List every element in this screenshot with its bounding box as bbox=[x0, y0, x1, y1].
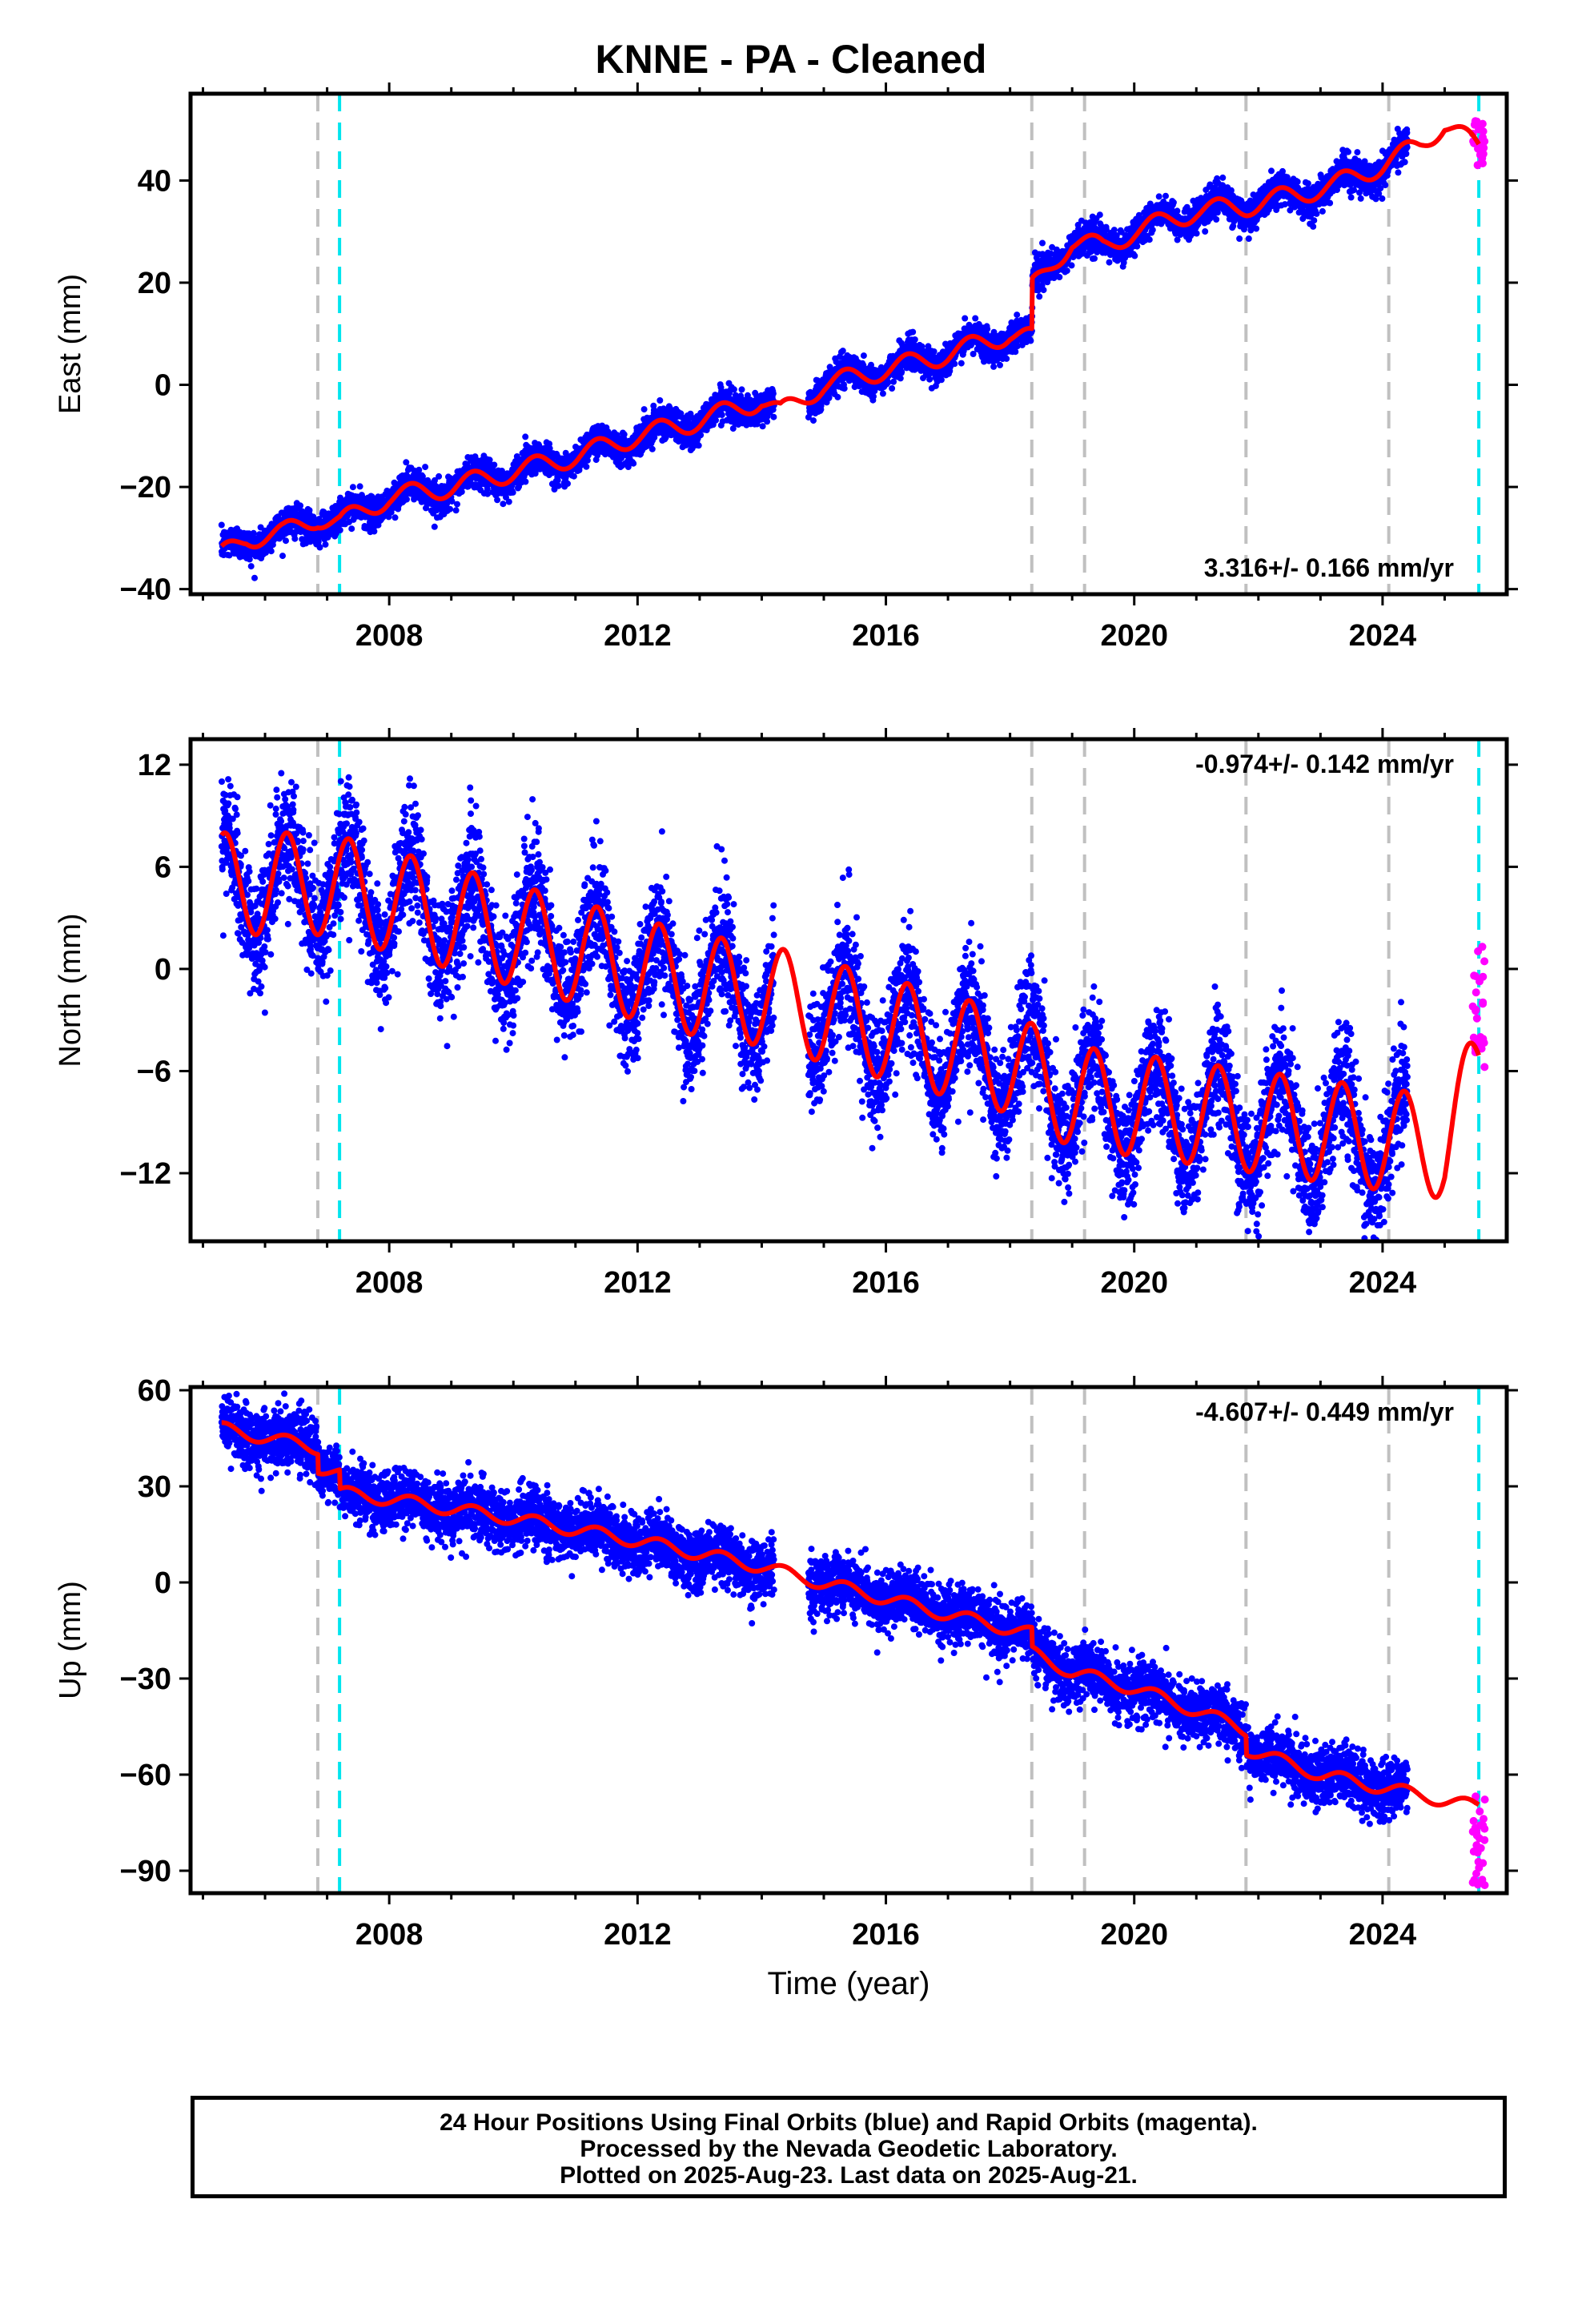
y-tick-label: −60 bbox=[120, 1759, 171, 1792]
east-plot-area bbox=[218, 94, 1489, 594]
x-tick-label: 2008 bbox=[355, 619, 424, 653]
x-tick-label: 2016 bbox=[852, 1918, 920, 1952]
east-y-axis-label: East (mm) bbox=[54, 274, 87, 414]
y-tick-label: 12 bbox=[138, 749, 171, 782]
up-rate-label: -4.607+/- 0.449 mm/yr bbox=[1195, 1397, 1454, 1426]
x-axis-label: Time (year) bbox=[768, 1966, 930, 2001]
y-tick-label: −30 bbox=[120, 1663, 171, 1696]
y-tick-label: 0 bbox=[155, 953, 171, 987]
x-tick-label: 2016 bbox=[852, 619, 920, 653]
x-tick-label: 2024 bbox=[1349, 619, 1417, 653]
y-tick-label: 60 bbox=[138, 1374, 171, 1408]
footer-caption: 24 Hour Positions Using Final Orbits (bl… bbox=[191, 2096, 1507, 2198]
y-tick-label: −12 bbox=[120, 1157, 171, 1191]
north-y-axis-label: North (mm) bbox=[54, 913, 87, 1067]
up-y-axis-label: Up (mm) bbox=[54, 1581, 87, 1699]
footer-line-1: 24 Hour Positions Using Final Orbits (bl… bbox=[440, 2109, 1258, 2136]
x-tick-label: 2020 bbox=[1100, 1918, 1168, 1952]
y-tick-label: −6 bbox=[137, 1055, 171, 1088]
north-frame bbox=[188, 737, 1509, 1244]
east-panel: 2008 2012 2016 2020 2024 −40 −20 0 20 40 East (mm)… bbox=[54, 82, 1518, 653]
footer-line-3: Plotted on 2025-Aug-23. Last data on 202… bbox=[560, 2162, 1138, 2189]
north-panel: 2008 2012 2016 2020 2024 −12 −6 0 6 12 North (mm) -… bbox=[54, 728, 1518, 1300]
x-tick-label: 2020 bbox=[1100, 619, 1168, 653]
north-final-orbit-points bbox=[218, 770, 1411, 1241]
east-rate-label: 3.316+/- 0.166 mm/yr bbox=[1204, 553, 1454, 582]
y-tick-label: −40 bbox=[120, 573, 171, 607]
x-tick-label: 2024 bbox=[1349, 1918, 1417, 1952]
x-tick-label: 2020 bbox=[1100, 1266, 1168, 1300]
x-tick-label: 2008 bbox=[355, 1266, 424, 1300]
chart-title: KNNE - PA - Cleaned bbox=[595, 37, 987, 82]
y-tick-label: 0 bbox=[155, 1566, 171, 1600]
x-tick-label: 2016 bbox=[852, 1266, 920, 1300]
x-tick-label: 2012 bbox=[604, 1918, 672, 1952]
y-tick-label: −90 bbox=[120, 1855, 171, 1888]
east-final-orbit-points bbox=[218, 126, 1411, 581]
y-tick-label: 20 bbox=[138, 267, 171, 300]
y-tick-label: 30 bbox=[138, 1470, 171, 1504]
north-rate-label: -0.974+/- 0.142 mm/yr bbox=[1195, 750, 1454, 778]
y-tick-label: 0 bbox=[155, 369, 171, 403]
up-model-line bbox=[219, 1420, 1481, 1807]
footer-line-2: Processed by the Nevada Geodetic Laborat… bbox=[580, 2136, 1118, 2162]
up-rapid-orbit-points bbox=[1468, 1792, 1489, 1889]
east-model-line bbox=[219, 124, 1481, 550]
y-tick-label: 40 bbox=[138, 164, 171, 198]
y-tick-label: 6 bbox=[155, 850, 171, 884]
up-final-orbit-points bbox=[218, 1390, 1411, 1827]
north-plot-area bbox=[218, 739, 1489, 1241]
x-tick-label: 2008 bbox=[355, 1918, 424, 1952]
x-tick-label: 2012 bbox=[604, 1266, 672, 1300]
up-plot-area bbox=[218, 1387, 1489, 1893]
up-panel: 2008 2012 2016 2020 2024 −90 −60 −30 0 30 60 Up (mm… bbox=[54, 1374, 1518, 1952]
north-rapid-orbit-points bbox=[1468, 943, 1489, 1072]
x-tick-label: 2012 bbox=[604, 619, 672, 653]
up-frame bbox=[188, 1385, 1509, 1896]
east-frame bbox=[188, 91, 1509, 597]
north-model-line bbox=[219, 830, 1481, 1200]
y-tick-label: −20 bbox=[120, 471, 171, 505]
x-tick-label: 2024 bbox=[1349, 1266, 1417, 1300]
